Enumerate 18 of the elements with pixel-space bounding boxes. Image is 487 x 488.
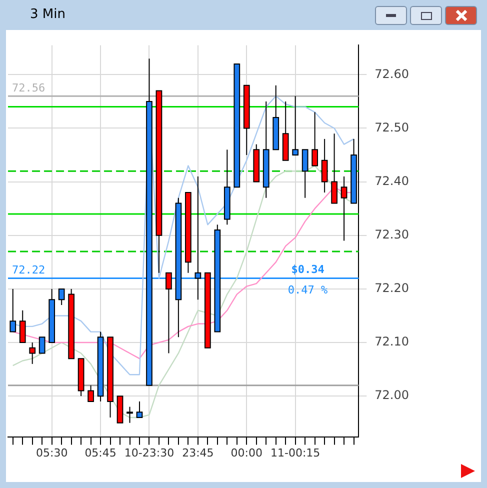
chart-title: 3 Min bbox=[30, 7, 66, 22]
annotation: 0.47 % bbox=[288, 284, 328, 297]
x-tick-label: 11-00:15 bbox=[270, 446, 320, 460]
ref-line-label: 72.56 bbox=[12, 81, 46, 94]
ref-line-label: 72.22 bbox=[12, 264, 46, 277]
x-tick-label: 10-23:30 bbox=[124, 446, 174, 460]
y-tick-label: 72.00 bbox=[374, 388, 410, 402]
y-tick-label: 72.10 bbox=[374, 334, 410, 349]
y-tick-label: 72.40 bbox=[374, 174, 410, 188]
x-tick-label: 05:30 bbox=[36, 446, 68, 460]
y-tick-label: 72.20 bbox=[374, 281, 410, 296]
x-tick-label: 23:45 bbox=[182, 446, 214, 460]
x-tick-label: 05:45 bbox=[84, 446, 116, 460]
y-tick-label: 72.50 bbox=[374, 120, 410, 134]
x-tick-label: 00:00 bbox=[230, 446, 262, 460]
annotation: $0.34 bbox=[291, 263, 325, 276]
y-tick-label: 72.30 bbox=[374, 228, 410, 242]
y-tick-label: 72.60 bbox=[374, 66, 410, 81]
